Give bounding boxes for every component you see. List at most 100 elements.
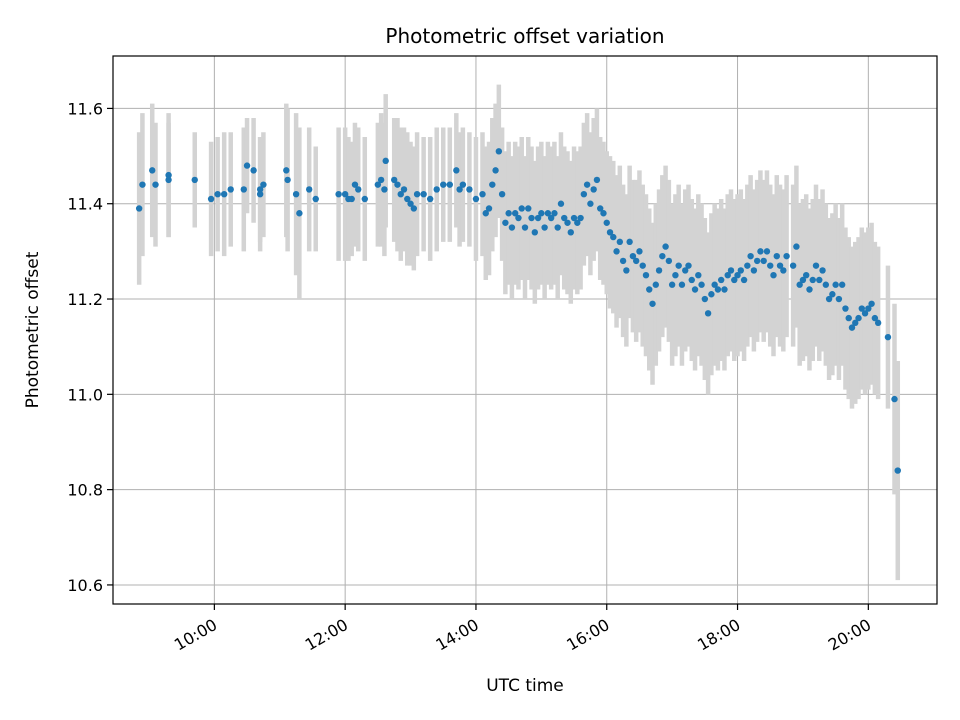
data-point: [580, 190, 588, 198]
data-point: [685, 262, 692, 269]
data-point: [511, 210, 519, 217]
data-point: [734, 272, 741, 279]
data-point: [528, 214, 535, 222]
x-tick-label: 10:00: [171, 615, 220, 655]
data-point: [855, 314, 862, 322]
data-point: [256, 190, 264, 198]
y-tick-label: 11.2: [67, 290, 103, 309]
data-point: [521, 224, 529, 231]
chart-title: Photometric offset variation: [385, 24, 664, 48]
data-point: [714, 286, 722, 293]
data-point: [665, 257, 673, 265]
y-axis-ticks: 10.6 10.8 11.0 11.2 11.4 11.6: [67, 99, 113, 595]
data-point: [613, 248, 620, 255]
data-point: [829, 291, 836, 298]
data-point: [763, 248, 771, 255]
data-point: [789, 262, 797, 269]
data-point: [884, 333, 892, 341]
data-point: [335, 190, 342, 198]
x-tick-label: 16:00: [563, 615, 612, 655]
data-point: [446, 181, 453, 188]
data-point: [812, 262, 820, 269]
data-point: [139, 181, 146, 188]
data-point: [842, 305, 849, 312]
data-point: [783, 252, 790, 260]
data-point: [341, 190, 349, 198]
y-tick-label: 11.4: [67, 195, 103, 214]
x-tick-label: 12:00: [302, 615, 351, 655]
data-point: [284, 176, 291, 184]
data-point: [632, 257, 640, 265]
data-point: [551, 210, 558, 217]
data-point: [382, 157, 389, 165]
data-point: [721, 286, 728, 293]
data-point: [672, 272, 679, 279]
data-point: [243, 162, 251, 169]
data-point: [407, 200, 414, 207]
x-tick-label: 18:00: [694, 615, 743, 655]
data-point: [456, 186, 463, 193]
data-point: [400, 186, 408, 193]
data-point: [770, 272, 777, 279]
data-point: [704, 310, 712, 317]
y-axis-label: Photometric offset: [23, 251, 43, 408]
data-points: [135, 148, 901, 474]
data-point: [574, 219, 581, 226]
data-point: [590, 186, 597, 193]
data-point: [623, 267, 630, 274]
data-point: [508, 224, 516, 231]
data-point: [727, 267, 735, 274]
data-point: [816, 276, 823, 284]
data-point: [695, 272, 702, 279]
data-point: [518, 205, 525, 212]
data-point: [391, 176, 398, 184]
data-point: [832, 281, 839, 288]
data-point: [659, 252, 666, 260]
data-point: [698, 281, 705, 288]
data-point: [547, 214, 555, 222]
data-point: [191, 176, 198, 184]
data-point: [567, 229, 574, 236]
data-point: [708, 291, 715, 298]
data-point: [865, 305, 872, 312]
data-point: [453, 167, 460, 174]
data-point: [682, 267, 689, 274]
data-point: [711, 281, 718, 288]
y-tick-label: 10.8: [67, 481, 103, 500]
data-point: [577, 214, 584, 222]
data-point: [377, 176, 385, 184]
data-point: [440, 181, 447, 188]
data-point: [381, 186, 388, 193]
data-point: [678, 281, 686, 288]
data-point: [355, 186, 362, 193]
data-point: [361, 195, 368, 203]
data-point: [780, 267, 787, 274]
data-point: [492, 167, 499, 174]
y-tick-label: 11.0: [67, 385, 103, 404]
data-point: [207, 195, 215, 203]
data-point: [757, 248, 764, 255]
data-point: [803, 272, 810, 279]
data-point: [675, 262, 682, 269]
data-point: [292, 190, 300, 198]
data-point: [655, 267, 663, 274]
data-point: [668, 281, 676, 288]
data-point: [404, 195, 411, 203]
data-point: [312, 195, 319, 203]
data-point: [691, 286, 699, 293]
data-point: [796, 281, 803, 288]
data-point: [564, 219, 571, 226]
data-point: [433, 186, 440, 193]
data-point: [541, 224, 548, 231]
data-point: [731, 276, 738, 284]
data-point: [874, 319, 882, 327]
data-point: [256, 186, 264, 193]
data-point: [351, 181, 359, 188]
data-point: [809, 276, 816, 284]
data-point: [495, 148, 503, 155]
data-point: [305, 186, 313, 193]
data-point: [149, 167, 156, 174]
data-point: [583, 181, 591, 188]
data-point: [554, 224, 561, 231]
data-point: [747, 252, 754, 260]
